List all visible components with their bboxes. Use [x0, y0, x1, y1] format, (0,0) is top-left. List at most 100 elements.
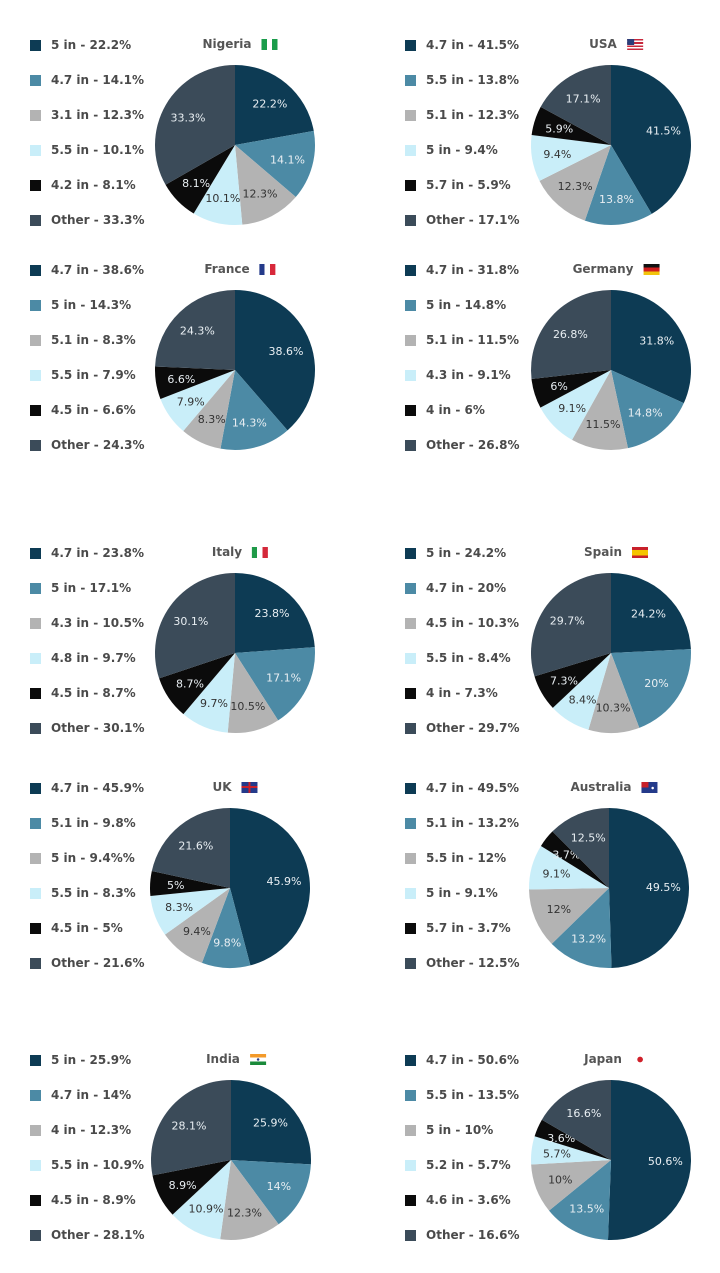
legend-item: 4.7 in - 14.1% — [30, 72, 144, 88]
slice-label: 29.7% — [550, 615, 585, 628]
legend-swatch — [30, 582, 41, 594]
slice-label: 13.8% — [599, 193, 634, 206]
pie-chart: 31.8% 14.8% 11.5%9.1% 6% 26.8% — [531, 290, 691, 450]
legend-swatch — [30, 264, 41, 276]
pie-slice — [531, 134, 611, 181]
pie-slice — [611, 573, 691, 653]
legend-swatch — [30, 652, 41, 664]
legend-item: 4.7 in - 20% — [405, 580, 506, 596]
legend-item: 5.5 in - 10.9% — [30, 1157, 144, 1173]
pie-slice — [172, 1160, 231, 1240]
legend-swatch — [30, 1229, 41, 1241]
pie-slice — [235, 290, 315, 431]
legend-label: 5 in - 9.4%% — [51, 851, 135, 865]
pie-slice — [609, 808, 690, 968]
slice-label: 9.1% — [543, 868, 571, 881]
legend-swatch — [30, 334, 41, 346]
legend-item: 5 in - 9.4%% — [30, 850, 135, 866]
legend-label: 5.2 in - 5.7% — [426, 1158, 511, 1172]
slice-label: 5% — [167, 879, 184, 892]
pie-chart: 22.2% 14.1% 12.3%10.1% 8.1% 33.3% — [155, 65, 315, 225]
slice-label: 21.6% — [178, 840, 213, 853]
legend-label: 5.5 in - 13.8% — [426, 73, 520, 87]
pie-slice — [152, 1160, 231, 1215]
legend-label: 5.1 in - 13.2% — [426, 816, 520, 830]
legend-swatch — [405, 1229, 416, 1241]
pie-slice — [611, 290, 691, 404]
slice-label: 25.9% — [253, 1117, 288, 1130]
pie-panel-nigeria: 5 in - 22.2% 4.7 in - 14.1% 3.1 in - 12.3%… — [0, 37, 360, 257]
legend-label: Other - 24.3% — [51, 438, 145, 452]
slice-label: 10.1% — [205, 192, 240, 205]
legend-item: 5.1 in - 9.8% — [30, 815, 136, 831]
legend-label: 4.7 in - 14.1% — [51, 73, 145, 87]
legend-item: 4.5 in - 10.3% — [405, 615, 519, 631]
legend-swatch — [405, 652, 416, 664]
germany-flag-icon — [643, 263, 660, 275]
pie-slice — [539, 145, 611, 221]
chart-title: Italy — [212, 545, 269, 559]
legend-label: 4.3 in - 9.1% — [426, 368, 511, 382]
legend-swatch — [30, 782, 41, 794]
pie-slice — [607, 1080, 691, 1240]
legend-label: 3.1 in - 12.3% — [51, 108, 145, 122]
pie-slice — [155, 290, 235, 370]
slice-label: 12.3% — [558, 180, 593, 193]
chart-title: Germany — [573, 262, 660, 276]
slice-label: 9.4% — [183, 925, 211, 938]
legend-label: 4.5 in - 10.3% — [426, 616, 520, 630]
pie-slice — [231, 1080, 311, 1165]
slice-label: 33.3% — [170, 112, 205, 125]
legend-swatch — [30, 817, 41, 829]
chart-title-text: USA — [589, 37, 617, 51]
pie-slice — [183, 653, 235, 733]
legend-swatch — [30, 547, 41, 559]
legend-swatch — [30, 1194, 41, 1206]
legend-swatch — [405, 617, 416, 629]
legend-label: 4.7 in - 49.5% — [426, 781, 520, 795]
slice-label: 9.7% — [200, 697, 228, 710]
legend-item: Other - 12.5% — [405, 955, 520, 971]
pie-slice — [151, 1080, 231, 1176]
legend-label: 4.7 in - 14% — [51, 1088, 132, 1102]
chart-title-text: Japan — [584, 1052, 622, 1066]
japan-flag-icon — [631, 1053, 648, 1065]
usa-flag-icon — [626, 38, 643, 50]
slice-label: 10.5% — [230, 700, 265, 713]
legend-item: 4.7 in - 49.5% — [405, 780, 519, 796]
legend-label: Other - 28.1% — [51, 1228, 145, 1242]
slice-label: 13.2% — [571, 932, 606, 945]
legend-label: 5.5 in - 10.9% — [51, 1158, 145, 1172]
legend-swatch — [30, 722, 41, 734]
slice-label: 9.4% — [543, 148, 571, 161]
chart-title: UK — [212, 780, 258, 794]
spain-flag-icon — [632, 546, 648, 558]
slice-label: 8.1% — [182, 177, 210, 190]
legend-label: 4.7 in - 41.5% — [426, 38, 520, 52]
legend-swatch — [405, 404, 416, 416]
slice-label: 16.6% — [566, 1107, 601, 1120]
pie-slice — [160, 370, 235, 431]
legend-swatch — [405, 782, 416, 794]
legend-item: 4.5 in - 5% — [30, 920, 123, 936]
legend-swatch — [405, 1159, 416, 1171]
slice-label: 12.3% — [243, 187, 278, 200]
legend-label: Other - 33.3% — [51, 213, 145, 227]
legend-swatch — [405, 957, 416, 969]
legend-item: 4 in - 12.3% — [30, 1122, 131, 1138]
pie-slice — [529, 888, 609, 944]
slice-label: 22.2% — [252, 97, 287, 110]
pie-slice — [552, 808, 609, 888]
legend-swatch — [405, 334, 416, 346]
pie-slice — [235, 573, 315, 653]
pie-slice — [588, 653, 640, 733]
legend-label: 5.7 in - 5.9% — [426, 178, 511, 192]
legend-item: 4 in - 6% — [405, 402, 485, 418]
pie-slice — [529, 845, 609, 890]
pie-slice — [235, 647, 315, 721]
legend-item: 4.3 in - 10.5% — [30, 615, 144, 631]
slice-label: 41.5% — [646, 125, 681, 138]
legend-item: 5 in - 22.2% — [30, 37, 131, 53]
legend-label: Other - 16.6% — [426, 1228, 520, 1242]
pie-slice — [220, 1160, 279, 1240]
